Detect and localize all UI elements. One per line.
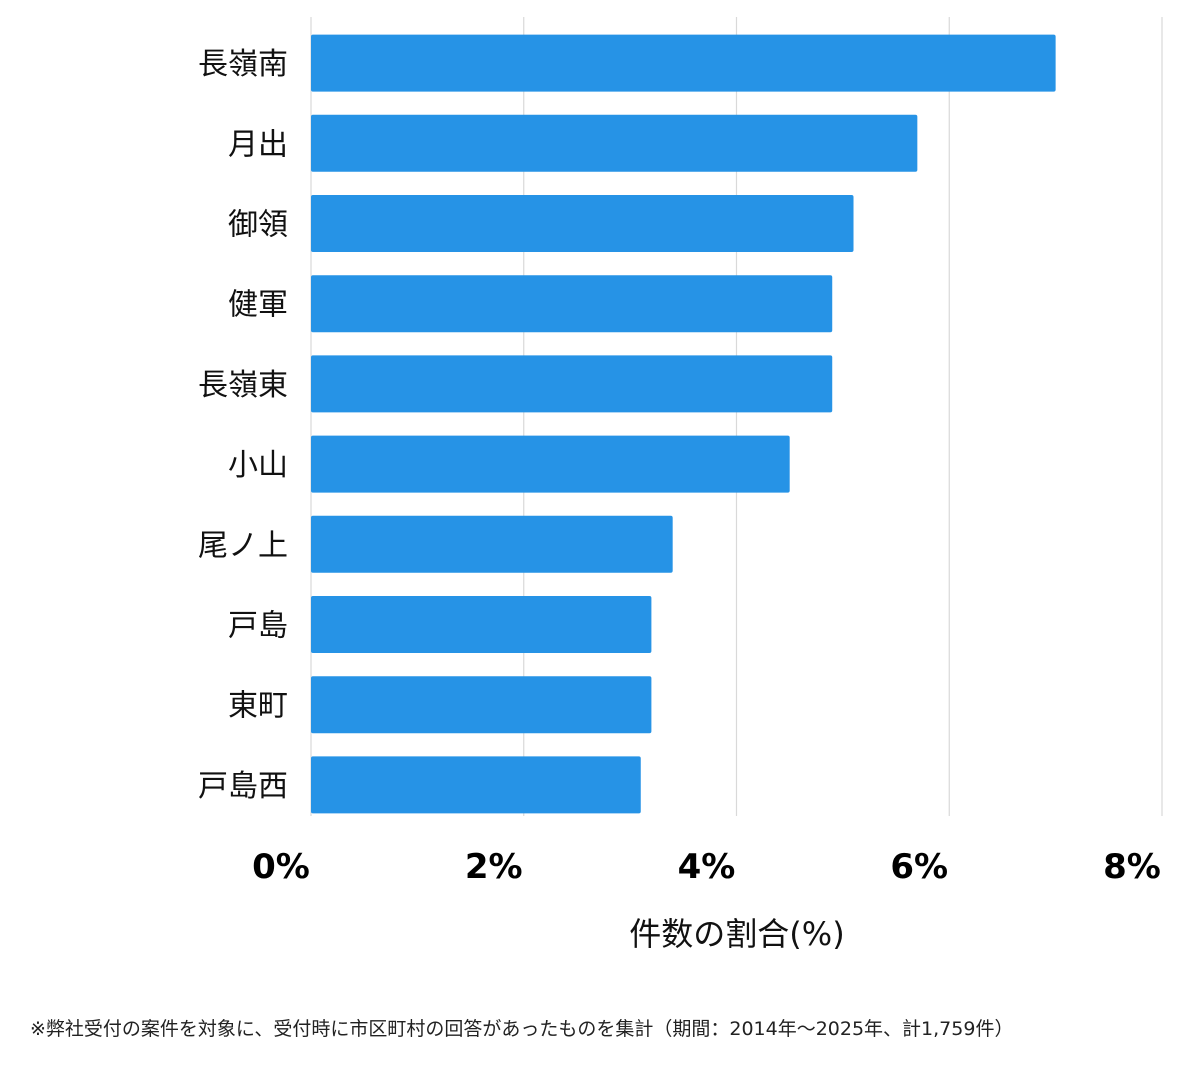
x-tick-label: 0% bbox=[252, 847, 310, 887]
category-label: 戸島 bbox=[228, 609, 288, 644]
bar bbox=[311, 756, 641, 814]
category-label: 小山 bbox=[228, 448, 288, 483]
bar bbox=[311, 114, 918, 172]
bar bbox=[311, 275, 833, 333]
category-label: 健軍 bbox=[228, 288, 288, 323]
bar bbox=[311, 355, 833, 413]
category-label: 御領 bbox=[228, 208, 288, 243]
category-label: 尾ノ上 bbox=[198, 528, 288, 563]
category-label: 東町 bbox=[228, 689, 288, 724]
footnote: ※弊社受付の案件を対象に、受付時に市区町村の回答があったものを集計（期間：201… bbox=[30, 1018, 1014, 1040]
bar bbox=[311, 435, 790, 493]
category-label: 長嶺東 bbox=[198, 368, 288, 403]
bar bbox=[311, 596, 652, 653]
category-label: 戸島西 bbox=[198, 769, 288, 804]
x-tick-label: 6% bbox=[890, 847, 948, 887]
category-label: 月出 bbox=[228, 127, 288, 162]
bar bbox=[311, 195, 854, 252]
x-tick-label: 2% bbox=[465, 847, 523, 887]
bar bbox=[311, 676, 652, 734]
bar-layer bbox=[311, 34, 1056, 814]
x-tick-label: 4% bbox=[678, 847, 736, 887]
bar bbox=[311, 34, 1056, 92]
x-tick-layer: 0% 2% 4% 6% 8% bbox=[252, 847, 1161, 887]
x-tick-label: 8% bbox=[1103, 847, 1161, 887]
bar bbox=[311, 515, 673, 573]
category-label: 長嶺南 bbox=[198, 47, 288, 82]
x-axis-title: 件数の割合(%) bbox=[629, 915, 844, 953]
